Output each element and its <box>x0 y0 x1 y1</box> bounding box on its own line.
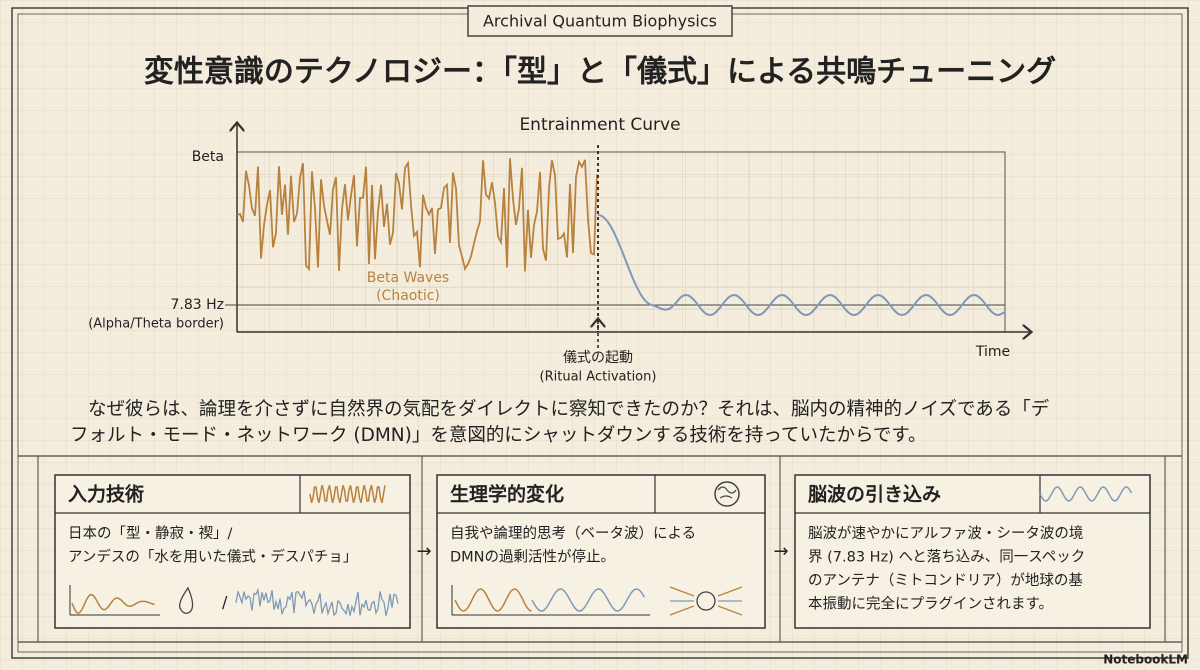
icon-drop <box>179 586 194 614</box>
card-text: 脳波が速やかにアルファ波・シータ波の境 <box>808 524 1083 542</box>
flow-arrow: → <box>416 541 431 562</box>
title: 変性意識のテクノロジー：「型」と「儀式」による共鳴チューニング <box>144 55 1056 90</box>
card-text: 界 (7.83 Hz) へと落ち込み、同一スペック <box>808 549 1085 566</box>
icon-network <box>669 605 695 616</box>
card-title: 脳波の引き込み <box>807 483 941 506</box>
alpha-wave <box>597 214 1005 317</box>
icon-wave <box>71 593 155 614</box>
card-text: アンデスの「水を用いた儀式・デスパチョ」 <box>68 548 357 566</box>
header-tag: Archival Quantum Biophysics <box>483 12 717 31</box>
x-label: Time <box>975 344 1010 360</box>
icon-wave <box>531 588 646 612</box>
card-title: 入力技術 <box>68 483 144 506</box>
icon-brain <box>714 481 740 507</box>
icon-network <box>696 591 716 611</box>
card-title: 生理学的変化 <box>450 483 564 506</box>
card <box>54 474 411 629</box>
flow-arrow: → <box>773 541 788 562</box>
marker-label: 儀式の起動 <box>563 350 633 366</box>
icon-brain <box>717 486 737 499</box>
card-text: のアンテナ（ミトコンドリア）が地球の基 <box>808 572 1083 589</box>
icon-wave <box>454 588 532 612</box>
footer-brand: NotebookLM <box>1103 653 1188 667</box>
diagram-title: Entrainment Curve <box>519 115 680 135</box>
icon-wave <box>1039 486 1133 502</box>
marker-label-sub: (Ritual Activation) <box>540 370 657 385</box>
wave-label: Beta Waves <box>367 270 449 286</box>
icon-noise <box>235 587 399 617</box>
card-text: 本振動に完全にプラグインされます。 <box>808 595 1053 613</box>
wave-label-sub: (Chaotic) <box>376 288 440 304</box>
icon-wave <box>309 485 386 503</box>
icon-network <box>717 586 743 597</box>
y-label-mid-sub: (Alpha/Theta border) <box>88 317 224 332</box>
icon-slash: / <box>222 593 228 612</box>
icon-network <box>717 605 743 616</box>
card-text: 日本の「型・静寂・禊」/ <box>68 525 232 542</box>
card-text: DMNの過剰活性が停止。 <box>450 549 615 566</box>
beta-wave <box>236 158 598 272</box>
body-line: フォルト・モード・ネットワーク (DMN)」を意図的にシャットダウンする技術を持… <box>70 425 927 446</box>
card <box>436 474 766 629</box>
icon-network <box>669 586 695 597</box>
tag-box <box>467 5 733 37</box>
card-text: 自我や論理的思考（ベータ波）による <box>450 525 696 542</box>
body-line: なぜ彼らは、論理を介さずに自然界の気配をダイレクトに察知できたのか？それは、脳内… <box>88 399 1050 420</box>
y-label-mid: 7.83 Hz <box>171 297 225 313</box>
y-label-top: Beta <box>192 149 224 165</box>
